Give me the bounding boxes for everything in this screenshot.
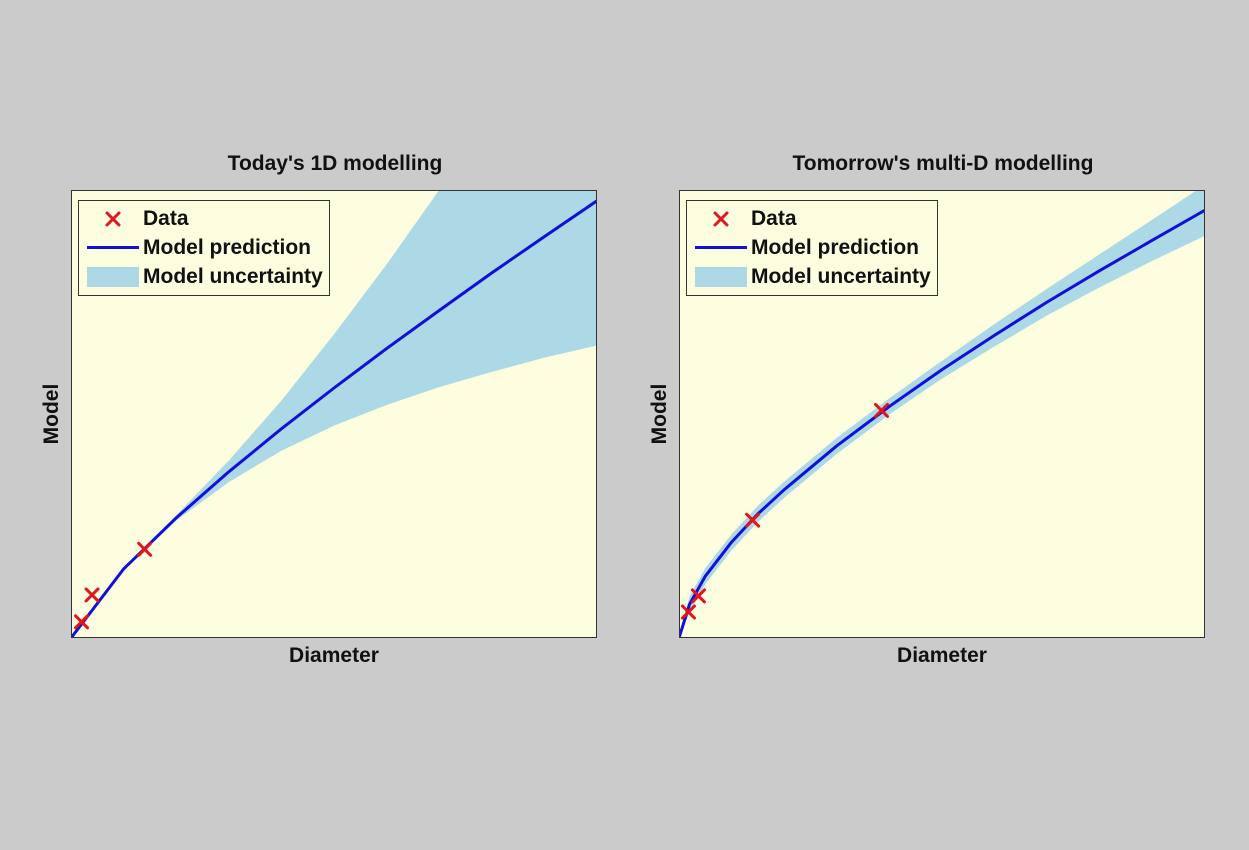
legend-entry-uncertainty: Model uncertainty <box>85 262 323 291</box>
cross-marker-icon <box>85 208 141 230</box>
y-axis-label: Model <box>40 383 63 445</box>
model-prediction-line <box>71 199 597 638</box>
model-prediction-line <box>679 208 1205 638</box>
legend-entry-data: Data <box>85 204 323 233</box>
y-axis-label: Model <box>648 383 671 445</box>
legend-label: Data <box>751 206 797 230</box>
data-point <box>745 512 761 528</box>
cross-marker-icon <box>693 208 749 230</box>
chart-panel-multid: Tomorrow's multi-D modelling Data Model … <box>638 140 1218 680</box>
legend-label: Model prediction <box>751 235 919 259</box>
legend-entry-data: Data <box>693 204 931 233</box>
chart-title: Tomorrow's multi-D modelling <box>792 152 1094 175</box>
legend-label: Model prediction <box>143 235 311 259</box>
legend: Data Model prediction Model uncertainty <box>686 200 938 296</box>
data-point <box>74 614 90 630</box>
line-swatch-icon <box>85 237 141 259</box>
legend: Data Model prediction Model uncertainty <box>78 200 330 296</box>
data-point <box>84 587 100 603</box>
band-swatch-icon <box>693 266 749 288</box>
band-swatch-icon <box>85 266 141 288</box>
chart-panel-1d: Today's 1D modelling Data Model predicti… <box>30 140 610 680</box>
legend-entry-uncertainty: Model uncertainty <box>693 262 931 291</box>
data-point <box>137 541 153 557</box>
data-point <box>690 588 706 604</box>
x-axis-label: Diameter <box>897 644 987 667</box>
uncertainty-band <box>71 190 597 638</box>
data-point <box>680 604 696 620</box>
legend-entry-prediction: Model prediction <box>85 233 323 262</box>
legend-label: Model uncertainty <box>751 264 931 288</box>
data-point <box>874 402 890 418</box>
legend-label: Data <box>143 206 189 230</box>
x-axis-label: Diameter <box>289 644 379 667</box>
legend-entry-prediction: Model prediction <box>693 233 931 262</box>
uncertainty-band <box>679 190 1205 638</box>
line-swatch-icon <box>693 237 749 259</box>
chart-title: Today's 1D modelling <box>227 152 443 175</box>
legend-label: Model uncertainty <box>143 264 323 288</box>
